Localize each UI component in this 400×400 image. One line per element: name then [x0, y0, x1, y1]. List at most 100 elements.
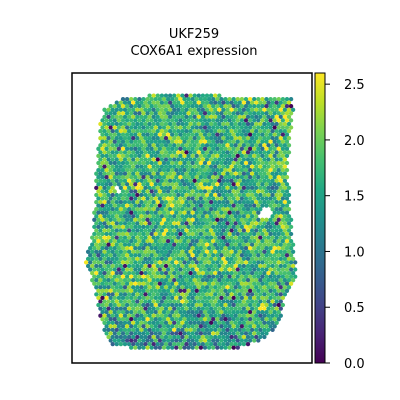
spot	[157, 104, 163, 109]
spot	[147, 249, 152, 254]
spot	[114, 107, 119, 112]
spot	[254, 150, 259, 155]
spot	[186, 281, 191, 286]
spot	[120, 118, 126, 123]
spot	[145, 260, 150, 265]
spot	[190, 309, 195, 315]
spot	[190, 331, 195, 336]
spot	[159, 242, 165, 247]
spot	[215, 274, 220, 279]
spot	[106, 278, 111, 283]
spot	[196, 327, 201, 333]
spot	[223, 281, 228, 286]
spot	[278, 185, 283, 191]
spot	[120, 167, 126, 173]
spot	[94, 199, 99, 205]
spot	[219, 345, 224, 350]
spot	[151, 164, 156, 169]
spot	[157, 153, 163, 159]
spot	[276, 246, 281, 251]
spot	[145, 189, 150, 194]
spot	[239, 111, 245, 116]
spot	[131, 320, 136, 325]
spot	[159, 100, 165, 105]
spot	[260, 118, 265, 123]
spot	[100, 182, 105, 187]
spot	[135, 107, 140, 112]
spot	[155, 157, 160, 162]
spot	[282, 207, 288, 212]
spot	[157, 331, 163, 336]
spot	[219, 160, 224, 166]
spot	[252, 104, 257, 109]
spot	[96, 295, 101, 301]
spot	[106, 199, 111, 205]
spot	[100, 288, 105, 293]
spot	[122, 164, 128, 169]
spot	[229, 242, 234, 247]
spot	[258, 228, 263, 233]
spot	[120, 317, 126, 322]
spot	[153, 217, 158, 222]
spot	[231, 118, 236, 123]
spot	[262, 249, 267, 254]
spot	[170, 104, 175, 109]
spot	[227, 309, 232, 315]
spot	[200, 242, 206, 247]
spot	[221, 285, 226, 290]
spot	[227, 224, 232, 230]
spot	[176, 242, 181, 247]
spot	[118, 228, 124, 233]
spot	[153, 345, 158, 350]
spot	[272, 253, 277, 258]
spot	[233, 285, 238, 290]
spot	[110, 178, 115, 183]
spot	[100, 139, 105, 144]
spot	[126, 263, 132, 269]
spot	[149, 153, 154, 159]
spot	[188, 150, 193, 155]
spot	[270, 114, 275, 120]
spot	[139, 114, 144, 120]
spot	[221, 199, 226, 205]
spot	[137, 331, 142, 336]
spot	[235, 146, 240, 151]
spot	[145, 238, 150, 244]
spot	[268, 302, 273, 308]
spot	[200, 285, 206, 290]
spot	[149, 96, 154, 102]
spot	[186, 175, 191, 180]
spot	[264, 231, 269, 237]
spot	[137, 224, 142, 230]
spot	[172, 221, 177, 226]
spot	[194, 260, 199, 265]
spot	[190, 281, 195, 286]
spot	[165, 274, 171, 279]
spot	[110, 136, 115, 141]
spot	[167, 242, 173, 247]
spot	[258, 150, 263, 155]
spot	[186, 182, 191, 187]
spot	[217, 278, 222, 283]
spot	[165, 338, 171, 343]
spot	[120, 253, 126, 258]
spot	[247, 288, 253, 293]
spot	[264, 203, 269, 208]
spot	[176, 121, 181, 127]
spot	[217, 157, 222, 162]
spot	[190, 274, 195, 279]
spot	[149, 210, 154, 215]
spot	[145, 281, 150, 286]
spot	[122, 334, 128, 340]
spot	[200, 256, 206, 262]
spot	[280, 253, 286, 258]
spot	[135, 150, 140, 155]
spot	[165, 189, 171, 194]
spot	[163, 334, 169, 340]
spot	[266, 292, 271, 297]
spot	[243, 167, 249, 173]
spot	[252, 260, 257, 265]
spot	[200, 278, 206, 283]
spot	[243, 267, 249, 272]
spot	[284, 267, 290, 272]
